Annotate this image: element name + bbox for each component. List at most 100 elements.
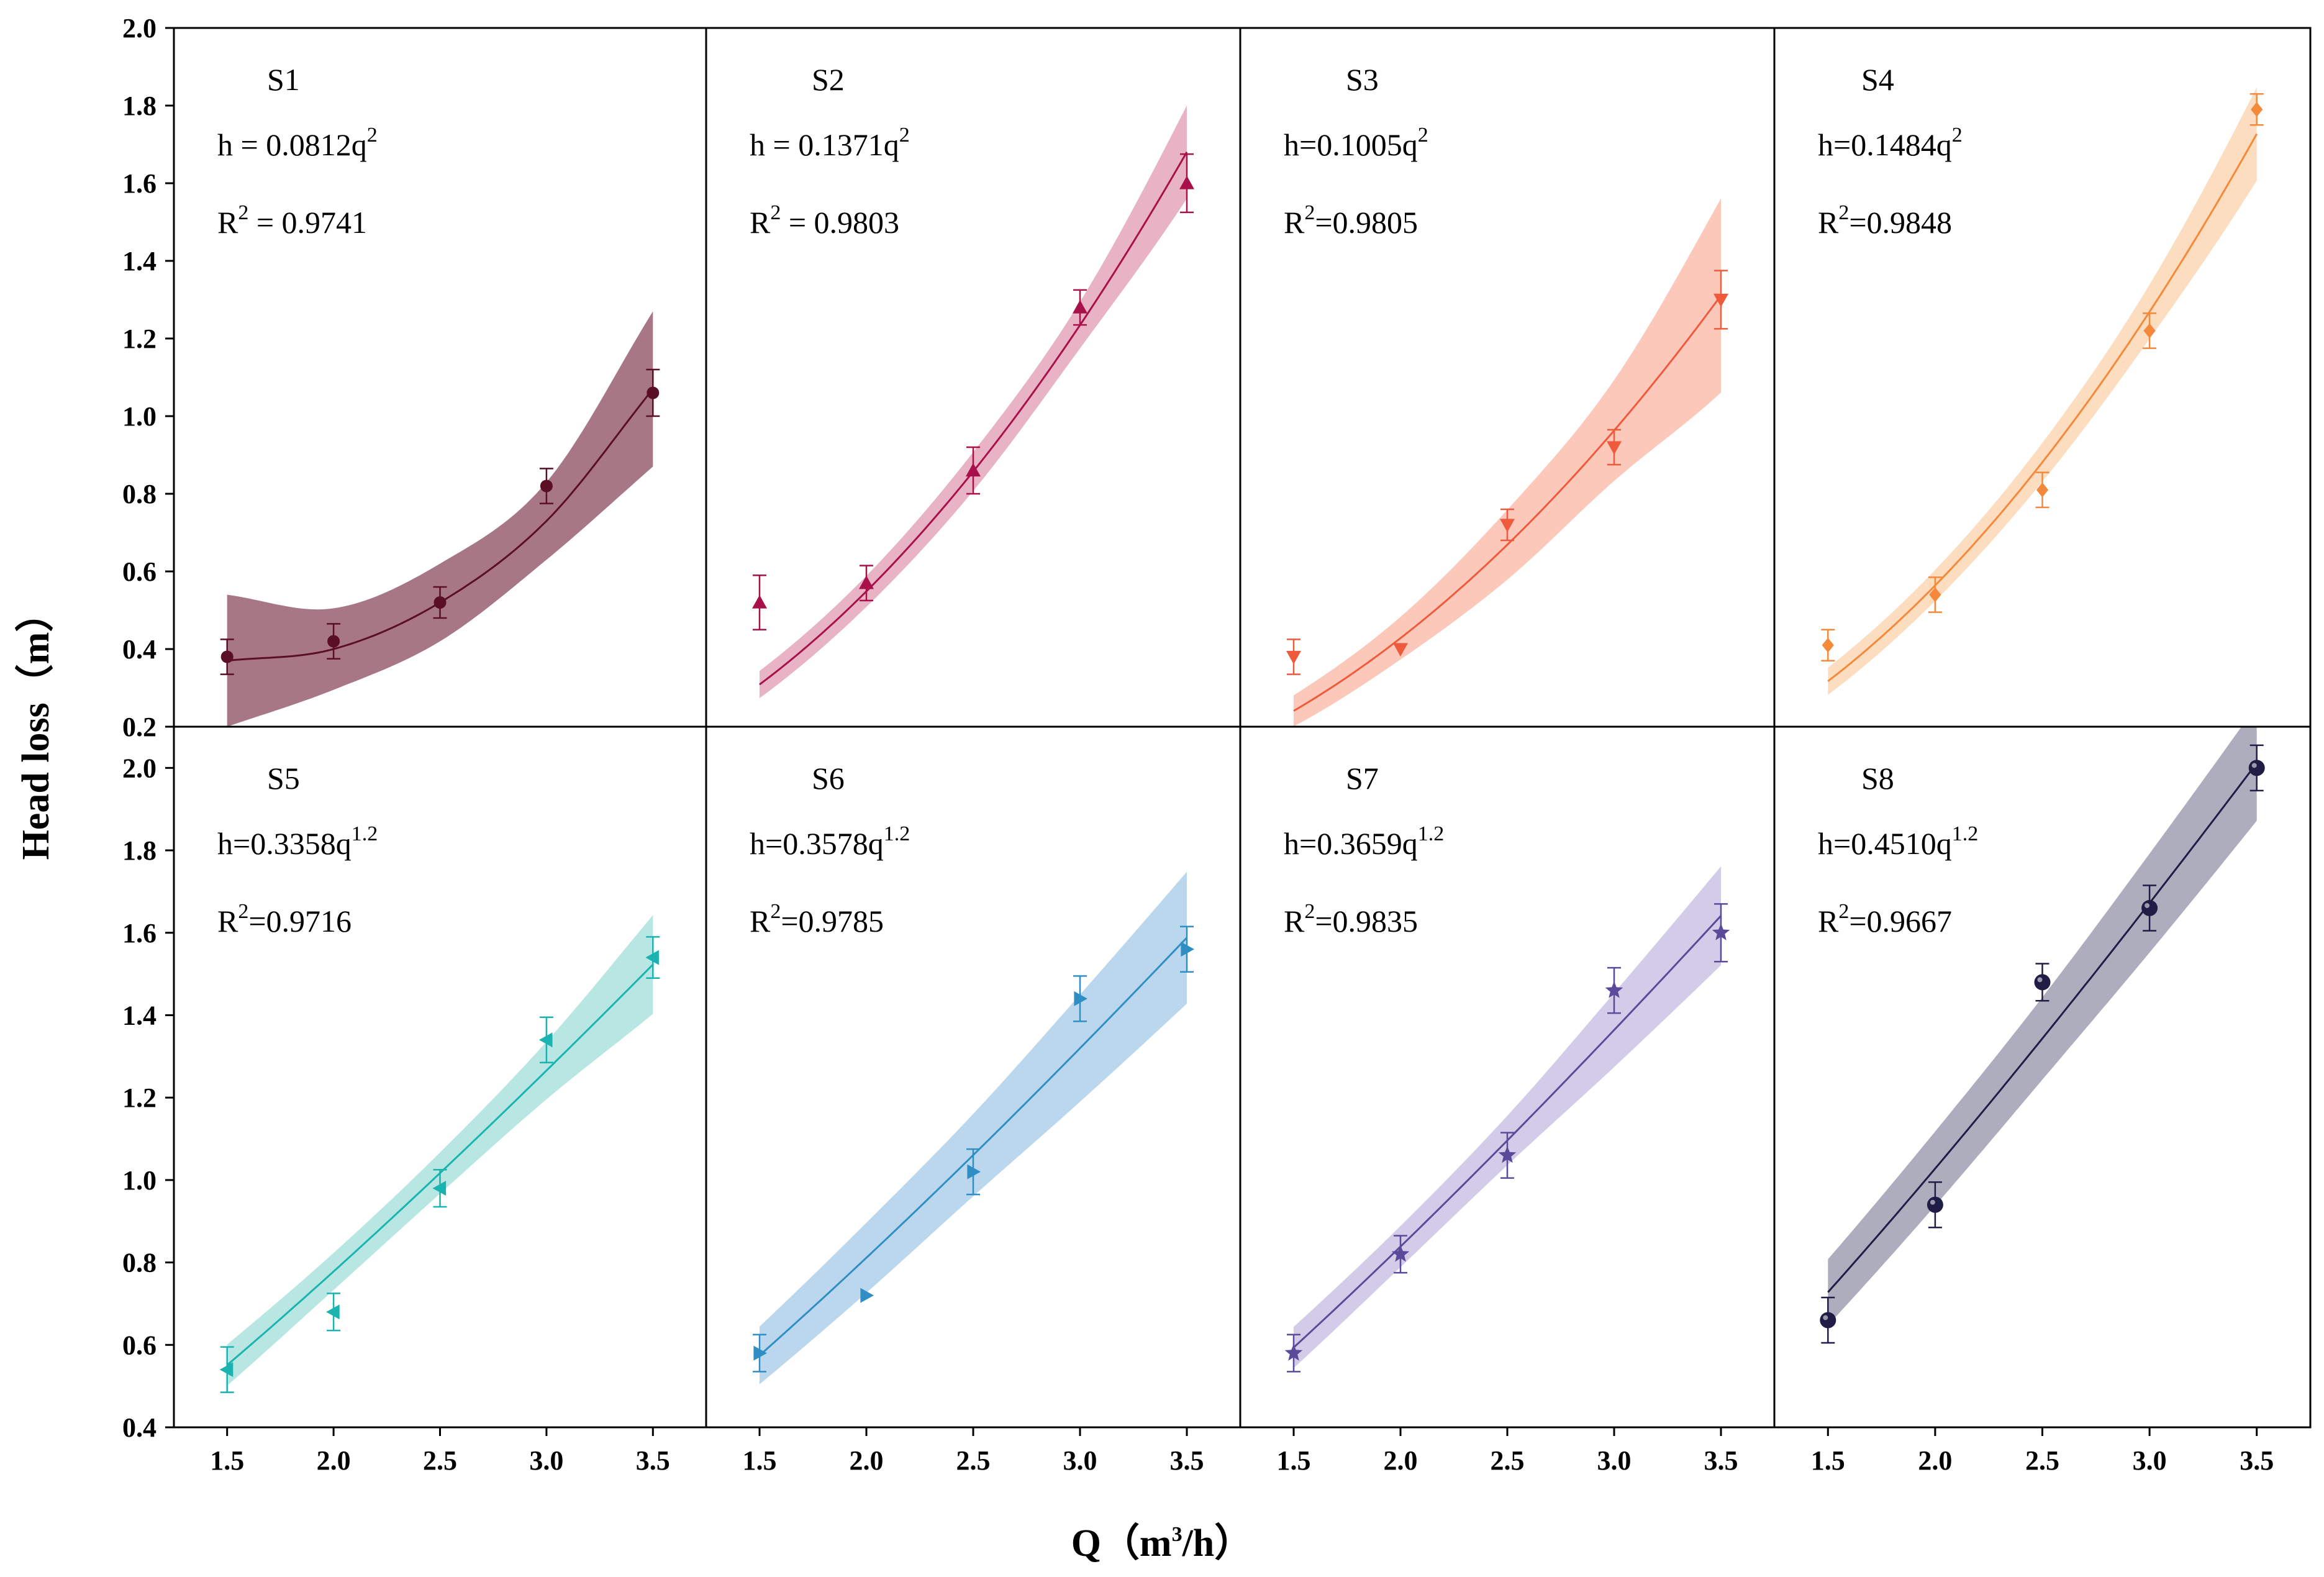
data-point	[647, 386, 660, 399]
equation-main: h=0.4510q	[1818, 826, 1952, 861]
confidence-band-s8	[1828, 727, 2257, 1325]
data-point	[1713, 293, 1728, 307]
x-tick-label: 3.5	[1704, 1445, 1738, 1476]
r-squared-value: =0.9785	[781, 904, 884, 938]
data-point	[1607, 441, 1622, 455]
data-point	[860, 1288, 874, 1303]
fit-curve-s4	[1827, 133, 2258, 682]
confidence-band-s7	[1294, 866, 1721, 1368]
data-point	[2141, 899, 2158, 916]
x-axis-title-main: Q（m	[1071, 1521, 1172, 1565]
r-squared-sup: 2	[1838, 900, 1849, 923]
y-tick-label: 2.0	[122, 753, 157, 783]
data-point	[1284, 1343, 1303, 1361]
equation-label: h = 0.0812q2	[217, 124, 378, 162]
r-squared-main: R	[1818, 205, 1839, 240]
y-tick-label: 1.4	[122, 246, 157, 276]
data-point	[2251, 102, 2263, 117]
data-point	[1286, 650, 1301, 665]
y-tick-label: 0.8	[122, 479, 157, 509]
r-squared-label: R2=0.9716	[217, 900, 352, 938]
equation-sup: 2	[1418, 124, 1428, 147]
x-tick-label: 1.5	[743, 1445, 777, 1476]
y-tick-label: 2.0	[122, 13, 157, 43]
panel-name: S6	[812, 761, 845, 796]
x-tick-label: 1.5	[1811, 1445, 1845, 1476]
data-point	[859, 575, 874, 589]
x-tick-label: 3.0	[2133, 1445, 2167, 1476]
data-point	[645, 950, 659, 965]
r-squared-value: = 0.9803	[781, 205, 899, 240]
r-squared-label: R2=0.9835	[1284, 900, 1418, 938]
equation-label: h=0.3358q1.2	[217, 822, 378, 861]
fit-curve-s3	[1293, 294, 1722, 712]
equation-main: h=0.3358q	[217, 826, 352, 861]
equation-sup: 1.2	[352, 822, 378, 845]
data-point	[433, 596, 447, 609]
y-tick-label: 0.4	[122, 634, 157, 665]
data-point	[1927, 1196, 1943, 1213]
equation-main: h = 0.0812q	[217, 127, 367, 162]
equation-sup: 1.2	[884, 822, 910, 845]
axis-ticks: 0.2 0.4 0.6 0.8 1.0 1.2 1.4 1.6 1.8 2.0 1.5 2.0 2.5 3…	[122, 13, 2274, 1476]
equation-label: h=0.1484q2	[1818, 124, 1963, 162]
r-squared-value: = 0.9741	[248, 205, 367, 240]
r-squared-main: R	[1284, 904, 1305, 938]
panel-name: S5	[267, 761, 300, 796]
y-tick-label: 1.2	[122, 324, 157, 354]
data-point	[1179, 176, 1194, 189]
r-squared-sup: 2	[1304, 201, 1315, 224]
r-squared-sup: 2	[238, 900, 248, 923]
data-point	[1073, 300, 1087, 314]
r-squared-label: R2=0.9848	[1818, 201, 1952, 240]
data-point	[1820, 1312, 1836, 1329]
data-point	[1605, 981, 1623, 998]
y-tick-label: 0.6	[122, 1330, 157, 1360]
x-tick-label: 2.5	[1491, 1445, 1525, 1476]
data-point	[1181, 942, 1194, 957]
confidence-band-s2	[760, 105, 1187, 698]
y-tick-label: 1.8	[122, 835, 157, 866]
equation-label: h=0.3578q1.2	[750, 822, 910, 861]
x-tick-label: 2.5	[956, 1445, 991, 1476]
data-point	[2143, 323, 2156, 339]
panel-name: S7	[1346, 761, 1379, 796]
data-point	[327, 635, 340, 648]
x-tick-label: 3.0	[1597, 1445, 1632, 1476]
equation-main: h=0.3578q	[750, 826, 884, 861]
x-tick-label: 3.0	[1063, 1445, 1097, 1476]
r-squared-value: =0.9716	[248, 904, 352, 938]
equation-sup: 2	[1952, 124, 1963, 147]
r-squared-value: =0.9667	[1849, 904, 1952, 938]
y-tick-label: 1.0	[122, 401, 157, 432]
fit-curve-s8	[1827, 762, 2258, 1293]
panel-name: S4	[1861, 62, 1894, 97]
r-squared-sup: 2	[238, 201, 248, 224]
data-point	[1822, 637, 1834, 653]
equation-main: h=0.1484q	[1818, 127, 1952, 162]
y-tick-label: 0.2	[122, 712, 157, 742]
r-squared-sup: 2	[1838, 201, 1849, 224]
data-point	[2036, 482, 2049, 498]
data-point	[1500, 519, 1515, 532]
x-tick-label: 3.5	[636, 1445, 670, 1476]
x-tick-label: 3.5	[1170, 1445, 1204, 1476]
data-point	[1498, 1146, 1517, 1163]
y-tick-label: 1.0	[122, 1165, 157, 1196]
x-tick-label: 2.5	[2025, 1445, 2059, 1476]
x-tick-label: 1.5	[1277, 1445, 1311, 1476]
y-tick-label: 1.6	[122, 168, 157, 199]
equation-label: h=0.4510q1.2	[1818, 822, 1978, 861]
data-point	[220, 650, 234, 663]
data-point-highlight	[2145, 902, 2150, 908]
r-squared-main: R	[750, 205, 771, 240]
data-points	[219, 93, 2265, 1393]
r-squared-label: R2=0.9785	[750, 900, 884, 938]
data-point	[1391, 1245, 1410, 1262]
panel-name: S8	[1861, 761, 1894, 796]
equation-sup: 1.2	[1418, 822, 1445, 845]
x-tick-label: 2.5	[423, 1445, 457, 1476]
data-point	[1393, 643, 1408, 657]
x-tick-label: 1.5	[210, 1445, 244, 1476]
